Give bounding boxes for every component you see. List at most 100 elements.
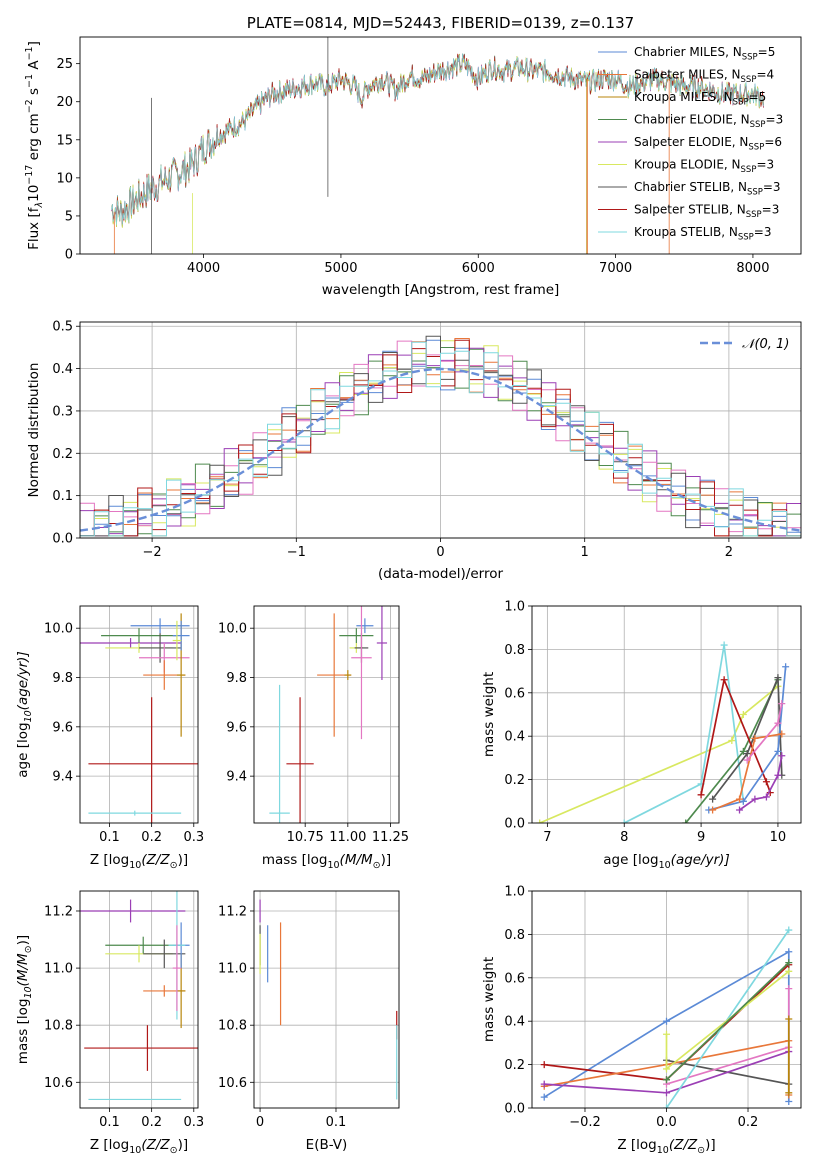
y-tick-label: 15: [56, 133, 73, 148]
age_vs_mass-panel: 10.75 11.00 11.25 9.4 9.6 9.8 10.0 mass [log10(…: [218, 605, 409, 871]
age_vs_Z-panel: 0.1 0.2 0.39.49.69.810.0Z [log10(Z/Z⊙)]age…: [15, 605, 204, 871]
legend-entry: Salpeter MILES, NSSP=4: [634, 68, 774, 86]
weight-marker: [620, 819, 628, 823]
label-part: ⊙: [170, 860, 178, 871]
x-tick-label: 0.1: [99, 830, 120, 845]
label-part: ⊙: [170, 1145, 178, 1156]
residuals-panel: −2 −1 0 1 2 0.0 0.1 0.2 0.3 0.4 0.5 (data-model)/er…: [26, 320, 802, 582]
label-part: SSP: [742, 53, 758, 63]
weight-marker: [762, 793, 770, 801]
weight-line-chabrier-elodie: [665, 961, 790, 1081]
y-axis-label: age [log10(age/yr)]: [15, 651, 34, 777]
error-bar-point: [80, 899, 186, 923]
label-part: (Z/Z: [141, 1137, 170, 1153]
label-part: Normed distribution: [26, 363, 42, 498]
label-part: mass [log: [15, 999, 31, 1065]
weight-line-chabrier-miles: [708, 666, 787, 811]
legend-entry: Salpeter ELODIE, NSSP=6: [634, 135, 782, 153]
axes-frame: [253, 890, 400, 1109]
label-part: ⊙: [697, 1145, 705, 1156]
x-tick-label: 1: [581, 545, 589, 560]
x-tick-label: 11.00: [329, 830, 366, 845]
residuals-plot-area: [80, 335, 801, 537]
weight-marker: [774, 719, 782, 727]
error-bar-point: [101, 628, 177, 643]
x-tick-label: 5000: [324, 261, 357, 276]
label-part: )]: [15, 935, 31, 946]
y-tick-label: 0.2: [504, 773, 525, 788]
label-part: ⊙: [23, 945, 34, 953]
legend-entry: Chabrier MILES, NSSP=5: [634, 45, 775, 63]
weight-marker: [663, 1104, 670, 1108]
label-part: SSP: [741, 75, 757, 85]
label-part: Chabrier MILES, N: [634, 45, 742, 59]
label-part: ]: [26, 41, 42, 46]
y-tick-label: 10.6: [218, 1076, 247, 1091]
label-part: erg cm: [26, 113, 42, 164]
y-tick-label: 11.0: [218, 962, 247, 977]
axes-frame: [79, 890, 199, 1109]
label-part: Z [log: [90, 1137, 129, 1153]
weight-marker: [778, 700, 786, 708]
label-part: (Z/Z: [669, 1137, 698, 1153]
label-part: (M/M: [340, 852, 373, 868]
label-part: =3: [763, 180, 781, 194]
x-tick-label: 0: [256, 1115, 264, 1130]
x-tick-label: 10.75: [287, 830, 324, 845]
weight-marker: [709, 795, 717, 803]
y-tick-label: 0: [65, 248, 73, 263]
y-tick-label: 0.0: [52, 532, 73, 547]
spectrum-plot-area: [111, 37, 764, 254]
label-part: 10: [23, 986, 34, 998]
weight-marker: [785, 1089, 793, 1097]
y-tick-label: 9.4: [52, 770, 73, 785]
x-tick-label: 8000: [736, 261, 769, 276]
label-part: =3: [756, 158, 774, 172]
x-tick-label: 9: [697, 830, 705, 845]
weight-marker: [536, 819, 544, 823]
y-tick-label: 0.2: [504, 1058, 525, 1073]
axes-frame: [531, 890, 802, 1109]
mass_vs_EBV-panel: 0 0.1 10.6 10.8 11.0 11.2 E(B-V): [218, 890, 400, 1153]
weight-marker: [785, 985, 793, 993]
y-tick-label: 0.8: [504, 928, 525, 943]
normal-curve: [80, 367, 801, 532]
error-bar-point: [143, 939, 186, 969]
y-tick-label: 0.4: [504, 1015, 525, 1030]
y-tick-label: 0.6: [504, 686, 525, 701]
legend-entry: Chabrier STELIB, NSSP=3: [634, 180, 781, 198]
x-tick-label: 0.1: [99, 1115, 120, 1130]
label-part: Flux [f: [26, 206, 42, 250]
label-part: mass weight: [481, 957, 497, 1042]
legend-entry: Kroupa MILES, NSSP=5: [634, 90, 766, 108]
x-tick-label: 8: [620, 830, 628, 845]
y-axis-label: mass [log10(M/M⊙)]: [15, 935, 34, 1064]
y-tick-label: 10: [56, 171, 73, 186]
label-part: 10: [129, 1145, 141, 1156]
y-tick-label: 10.0: [44, 622, 73, 637]
label-part: SSP: [741, 165, 757, 175]
weight-marker: [736, 795, 744, 803]
weight-marker: [663, 1030, 670, 1038]
label-part: A: [26, 60, 42, 74]
weight-marker: [774, 771, 782, 779]
label-part: =6: [764, 135, 782, 149]
spectrum-line-kroupa-stelib: [111, 53, 764, 226]
x-axis-label: mass [log10(M/M⊙)]: [262, 852, 391, 871]
x-tick-label: 0.3: [183, 830, 204, 845]
y-tick-label: 11.2: [44, 904, 73, 919]
weight-line-pink: [666, 988, 790, 1085]
spectrum-panel: 4000 5000 6000 7000 8000 0 5 10 15 20 25 PLATE=0814…: [24, 14, 802, 298]
legend-entry: Kroupa ELODIE, NSSP=3: [634, 158, 774, 176]
weight-marker: [540, 1061, 548, 1069]
error-bar-point: [376, 606, 388, 680]
y-tick-label: 0.8: [504, 643, 525, 658]
label-part: )]: [178, 1137, 189, 1153]
label-part: SSP: [748, 143, 764, 153]
y-tick-label: 9.6: [52, 720, 73, 735]
weight-marker: [785, 1097, 793, 1105]
age_vs_Z-plot-area: [80, 613, 198, 823]
mass_vs_Z-panel: 0.1 0.2 0.310.610.811.011.2Z [log10(Z/Z⊙)]…: [15, 890, 204, 1156]
error-bar-point: [130, 618, 190, 634]
weight-marker: [663, 1076, 670, 1084]
